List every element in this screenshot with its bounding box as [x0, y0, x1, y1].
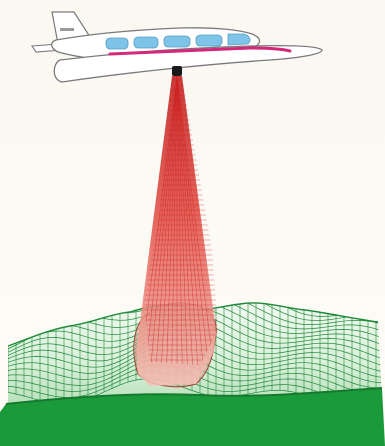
scanner-pod [172, 66, 182, 76]
beam-ray-line [165, 76, 178, 365]
window-4 [195, 34, 223, 47]
window-3 [163, 35, 191, 48]
beam-ray-line [148, 76, 178, 365]
beam-ray-line [176, 76, 183, 365]
beam-ray-line [176, 76, 211, 365]
laser-beam [136, 76, 218, 386]
window-2 [133, 36, 159, 49]
terrain-base [0, 388, 385, 446]
window-1 [105, 37, 129, 50]
airplane [31, 11, 323, 83]
beam-ray-line [176, 76, 206, 365]
beam-ray-line [176, 76, 189, 365]
fuselage-stripe [108, 46, 292, 56]
beam-ray-line [176, 76, 200, 365]
beam-ray-line [144, 76, 178, 365]
tail-marking [60, 28, 74, 31]
terrain-base-edge [5, 387, 383, 405]
cockpit-window [227, 33, 251, 46]
beam-ray-line [171, 76, 178, 365]
beam-ray-line [154, 76, 178, 365]
beam-ray-line [176, 76, 217, 365]
beam-ray-line [160, 76, 178, 365]
beam-ray-line [176, 76, 194, 365]
